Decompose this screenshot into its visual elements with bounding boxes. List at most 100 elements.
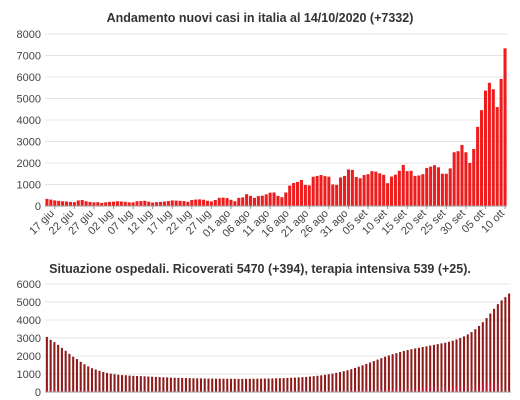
- hospitalized-bar: [241, 378, 244, 392]
- cases-bar: [433, 165, 437, 206]
- hospitalized-bar: [45, 336, 48, 392]
- hospitalized-bar: [147, 376, 150, 392]
- cases-bar: [491, 89, 495, 206]
- icu-bar: [65, 390, 67, 392]
- hospital-y-tick-label: 5000: [17, 297, 41, 309]
- icu-bar: [444, 386, 446, 392]
- hospitalized-bar: [327, 374, 330, 392]
- cases-bar: [72, 202, 76, 206]
- cases-bar: [472, 149, 476, 206]
- icu-bar: [328, 390, 330, 392]
- cases-bar: [111, 201, 116, 206]
- cases-bar: [386, 183, 390, 206]
- icu-bar: [455, 385, 458, 392]
- hospitalized-bar: [338, 372, 342, 392]
- icu-bar: [106, 390, 108, 392]
- hospitalized-bar: [143, 376, 146, 392]
- cases-bar: [80, 199, 84, 206]
- cases-bar: [440, 173, 444, 206]
- cases-bar: [323, 176, 327, 206]
- hospitalized-bar: [105, 372, 109, 392]
- cases-y-tick-label: 1000: [17, 180, 41, 192]
- hospitalized-bar: [83, 364, 86, 392]
- icu-bar: [324, 390, 326, 392]
- cases-bar: [425, 167, 429, 206]
- hospitalized-bar: [496, 304, 499, 392]
- icu-bar: [102, 390, 104, 392]
- cases-bar: [480, 110, 484, 206]
- hospitalized-bar: [421, 347, 424, 392]
- hospitalized-bar: [417, 347, 420, 392]
- hospitalized-bar: [263, 378, 266, 392]
- icu-bar: [110, 390, 112, 392]
- hospitalized-bar: [136, 375, 139, 392]
- hospitalized-bar: [312, 376, 315, 392]
- hospitalized-bar: [305, 376, 308, 392]
- cases-bar: [108, 201, 112, 206]
- cases-bar: [217, 197, 221, 206]
- icu-bar: [80, 390, 82, 392]
- cases-bar: [151, 202, 155, 206]
- icu-bar: [57, 389, 59, 392]
- hospitalized-bar: [184, 378, 187, 392]
- hospitalized-bar: [399, 352, 402, 392]
- hospitalized-bar: [109, 373, 112, 392]
- icu-bar: [497, 382, 499, 392]
- cases-bar: [221, 197, 225, 206]
- hospitalized-bar: [406, 350, 409, 392]
- icu-bar: [437, 386, 439, 392]
- icu-bar: [313, 390, 315, 392]
- cases-bar: [194, 199, 198, 206]
- hospitalized-bar: [320, 375, 323, 392]
- cases-bar: [366, 174, 370, 206]
- cases-bar: [190, 199, 194, 206]
- cases-bar: [123, 201, 127, 206]
- hospitalized-bar: [267, 378, 270, 392]
- cases-bar: [378, 173, 382, 206]
- cases-bar: [249, 195, 253, 206]
- cases-bar: [119, 201, 123, 206]
- icu-bar: [95, 390, 97, 392]
- hospitalized-bar: [94, 369, 97, 392]
- icu-bar: [399, 388, 401, 392]
- icu-bar: [279, 390, 281, 392]
- hospitalized-bar: [248, 378, 251, 392]
- cases-bar: [65, 201, 69, 206]
- cases-y-tick-label: 0: [35, 201, 41, 213]
- cases-bar: [370, 171, 374, 206]
- hospitalized-bar: [151, 376, 154, 392]
- cases-bar: [245, 194, 249, 206]
- cases-bar: [476, 126, 480, 206]
- cases-bar: [264, 194, 268, 206]
- cases-bar: [311, 176, 315, 206]
- hospitalized-bar: [162, 377, 165, 392]
- cases-bar: [92, 202, 96, 206]
- cases-bar: [284, 192, 288, 206]
- cases-bar: [460, 144, 464, 206]
- hospitalized-bar: [256, 378, 259, 392]
- hospitalized-bar: [98, 370, 101, 392]
- hospitalized-bar: [361, 365, 364, 392]
- hospitalized-bar: [222, 378, 225, 392]
- hospitalized-bar: [297, 377, 300, 392]
- cases-bar: [174, 200, 178, 206]
- cases-bar: [444, 173, 448, 206]
- icu-bar: [298, 390, 300, 392]
- icu-bar: [91, 390, 93, 392]
- cases-bar: [335, 184, 339, 206]
- icu-bar: [294, 390, 296, 392]
- cases-bar: [213, 199, 217, 206]
- icu-bar: [87, 390, 89, 392]
- cases-bar: [339, 177, 343, 206]
- cases-bar: [452, 152, 456, 206]
- cases-bar: [456, 151, 460, 206]
- cases-bar: [393, 174, 397, 206]
- cases-bar: [327, 176, 331, 206]
- cases-bar: [276, 195, 280, 206]
- hospitalized-bar: [154, 376, 157, 392]
- hospitalized-bar: [508, 293, 511, 392]
- hospitalized-bar: [64, 350, 67, 392]
- cases-bar: [405, 171, 409, 206]
- icu-bar: [320, 390, 322, 392]
- hospitalized-bar: [237, 378, 240, 392]
